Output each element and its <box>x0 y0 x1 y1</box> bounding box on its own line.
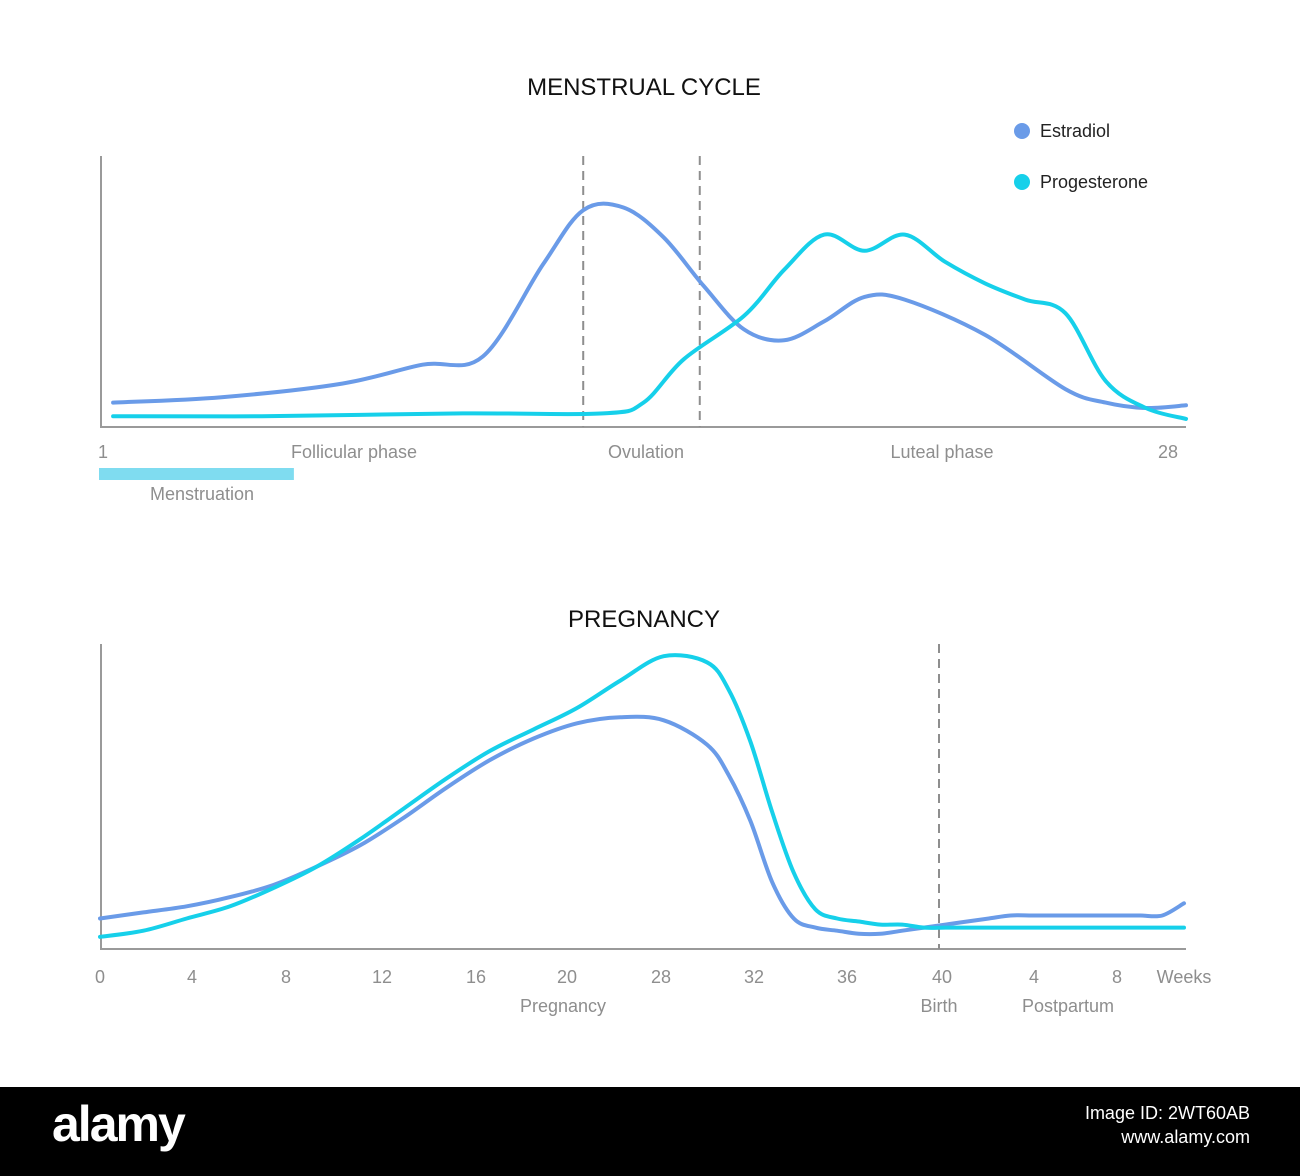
tick-label: 20 <box>557 967 577 987</box>
pregnancy-sublabel: Pregnancy <box>520 996 606 1016</box>
tick-label: 40 <box>932 967 952 987</box>
menstrual-chart-title: MENSTRUAL CYCLE <box>527 74 761 101</box>
tick-label: 36 <box>837 967 857 987</box>
pregnancy-chart-title: PREGNANCY <box>568 606 720 633</box>
tick-label: 32 <box>744 967 764 987</box>
birth-sublabel: Birth <box>920 996 957 1016</box>
tick-label: 28 <box>651 967 671 987</box>
brand-logo: alamy <box>52 1096 186 1152</box>
tick-label: 0 <box>95 967 105 987</box>
watermark-footer: alamy Image ID: 2WT60AB www.alamy.com <box>0 1087 1300 1176</box>
legend-marker-estradiol <box>1014 123 1030 139</box>
pregnancy-progesterone-curve <box>98 653 1186 939</box>
menstrual-estradiol-curve <box>111 201 1188 411</box>
tick-label: 8 <box>281 967 291 987</box>
cycle-start-label: 1 <box>98 442 108 462</box>
menstrual-progesterone-curve <box>111 232 1188 421</box>
pregnancy-tick-labels: 0 4 8 12 16 20 28 32 36 40 4 8 Weeks <box>95 967 1211 987</box>
legend-label-progesterone: Progesterone <box>1040 172 1148 192</box>
tick-label: 4 <box>187 967 197 987</box>
menstruation-bar <box>99 468 294 480</box>
legend-marker-progesterone <box>1014 174 1030 190</box>
tick-label-unit: Weeks <box>1157 967 1212 987</box>
tick-label: 4 <box>1029 967 1039 987</box>
menstrual-axes <box>100 156 1186 428</box>
image-id: Image ID: 2WT60AB <box>1084 1103 1250 1123</box>
image-code: Image ID: 2WT60AB www.alamy.com <box>1085 1101 1250 1149</box>
tick-label: 12 <box>372 967 392 987</box>
tick-label: 8 <box>1112 967 1122 987</box>
cycle-end-label: 28 <box>1158 442 1178 462</box>
luteal-phase-label: Luteal phase <box>890 442 993 462</box>
follicular-phase-label: Follicular phase <box>291 442 417 462</box>
legend: Estradiol Progesterone <box>1014 121 1148 192</box>
site-url: www.alamy.com <box>1121 1127 1250 1147</box>
menstruation-label: Menstruation <box>150 484 254 504</box>
pregnancy-axes <box>100 644 1186 950</box>
pregnancy-estradiol-curve <box>98 714 1186 937</box>
tick-label: 16 <box>466 967 486 987</box>
hormone-charts: MENSTRUAL CYCLE Estradiol Progesterone 1… <box>95 74 1211 1016</box>
legend-label-estradiol: Estradiol <box>1040 121 1110 141</box>
postpartum-sublabel: Postpartum <box>1022 996 1114 1016</box>
ovulation-label: Ovulation <box>608 442 684 462</box>
